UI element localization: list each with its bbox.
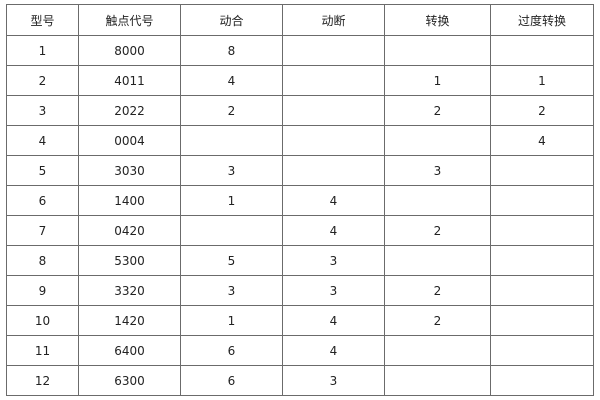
cell-changeover <box>384 335 491 366</box>
cell-break-contacts: 4 <box>282 185 385 216</box>
cell-transition-changeover <box>490 335 594 366</box>
cell-model: 1 <box>6 35 79 66</box>
cell-break-contacts <box>282 65 385 96</box>
column-header-contact-code: 触点代号 <box>78 4 181 36</box>
cell-changeover: 2 <box>384 215 491 246</box>
cell-transition-changeover <box>490 245 594 276</box>
cell-break-contacts: 4 <box>282 305 385 336</box>
header-row: 型号 触点代号 动合 动断 转换 过度转换 <box>6 4 594 36</box>
cell-changeover <box>384 185 491 216</box>
cell-contact-code: 3030 <box>78 155 181 186</box>
cell-transition-changeover: 4 <box>490 125 594 156</box>
cell-changeover <box>384 245 491 276</box>
column-header-changeover: 转换 <box>384 4 491 36</box>
table-row: 2 4011 4 1 1 <box>6 65 594 96</box>
cell-transition-changeover: 1 <box>490 65 594 96</box>
cell-break-contacts: 3 <box>282 365 385 396</box>
cell-make-contacts: 1 <box>180 185 283 216</box>
table-body: 1 8000 8 2 4011 4 1 1 3 2022 2 2 2 4 0004 4 5 3030 3 3 6 1400… <box>6 35 594 396</box>
cell-transition-changeover <box>490 305 594 336</box>
column-header-transition-changeover: 过度转换 <box>490 4 594 36</box>
table-row: 1 8000 8 <box>6 35 594 66</box>
cell-changeover <box>384 365 491 396</box>
cell-make-contacts: 2 <box>180 95 283 126</box>
cell-make-contacts: 5 <box>180 245 283 276</box>
cell-contact-code: 4011 <box>78 65 181 96</box>
cell-transition-changeover <box>490 275 594 306</box>
table-row: 9 3320 3 3 2 <box>6 275 594 306</box>
cell-model: 3 <box>6 95 79 126</box>
cell-model: 10 <box>6 305 79 336</box>
cell-changeover: 2 <box>384 275 491 306</box>
cell-make-contacts: 8 <box>180 35 283 66</box>
column-header-make-contacts: 动合 <box>180 4 283 36</box>
cell-contact-code: 6300 <box>78 365 181 396</box>
cell-model: 6 <box>6 185 79 216</box>
column-header-break-contacts: 动断 <box>282 4 385 36</box>
cell-transition-changeover <box>490 215 594 246</box>
cell-break-contacts: 3 <box>282 275 385 306</box>
table-row: 3 2022 2 2 2 <box>6 95 594 126</box>
cell-model: 7 <box>6 215 79 246</box>
cell-break-contacts: 4 <box>282 215 385 246</box>
cell-make-contacts: 3 <box>180 155 283 186</box>
cell-model: 9 <box>6 275 79 306</box>
cell-make-contacts: 3 <box>180 275 283 306</box>
cell-model: 4 <box>6 125 79 156</box>
cell-transition-changeover <box>490 155 594 186</box>
contact-code-table: 型号 触点代号 动合 动断 转换 过度转换 1 8000 8 2 4011 4 1 1 3 2022 2 2 2 4… <box>6 4 594 396</box>
cell-make-contacts: 6 <box>180 365 283 396</box>
cell-break-contacts <box>282 155 385 186</box>
cell-make-contacts: 6 <box>180 335 283 366</box>
cell-changeover <box>384 125 491 156</box>
cell-break-contacts: 3 <box>282 245 385 276</box>
table-row: 6 1400 1 4 <box>6 185 594 216</box>
table-row: 7 0420 4 2 <box>6 215 594 246</box>
cell-model: 8 <box>6 245 79 276</box>
column-header-model: 型号 <box>6 4 79 36</box>
cell-changeover <box>384 35 491 66</box>
cell-changeover: 1 <box>384 65 491 96</box>
cell-break-contacts <box>282 35 385 66</box>
cell-make-contacts <box>180 125 283 156</box>
table-row: 8 5300 5 3 <box>6 245 594 276</box>
table-row: 5 3030 3 3 <box>6 155 594 186</box>
cell-transition-changeover <box>490 185 594 216</box>
cell-make-contacts <box>180 215 283 246</box>
cell-contact-code: 2022 <box>78 95 181 126</box>
cell-changeover: 2 <box>384 95 491 126</box>
cell-break-contacts <box>282 95 385 126</box>
cell-break-contacts: 4 <box>282 335 385 366</box>
cell-contact-code: 0004 <box>78 125 181 156</box>
cell-model: 11 <box>6 335 79 366</box>
cell-model: 12 <box>6 365 79 396</box>
cell-contact-code: 1400 <box>78 185 181 216</box>
cell-transition-changeover: 2 <box>490 95 594 126</box>
cell-contact-code: 8000 <box>78 35 181 66</box>
cell-transition-changeover <box>490 35 594 66</box>
cell-make-contacts: 1 <box>180 305 283 336</box>
cell-contact-code: 3320 <box>78 275 181 306</box>
cell-break-contacts <box>282 125 385 156</box>
table-row: 4 0004 4 <box>6 125 594 156</box>
cell-transition-changeover <box>490 365 594 396</box>
cell-model: 2 <box>6 65 79 96</box>
table-row: 10 1420 1 4 2 <box>6 305 594 336</box>
cell-model: 5 <box>6 155 79 186</box>
cell-contact-code: 1420 <box>78 305 181 336</box>
cell-contact-code: 5300 <box>78 245 181 276</box>
cell-contact-code: 6400 <box>78 335 181 366</box>
cell-changeover: 3 <box>384 155 491 186</box>
table-row: 12 6300 6 3 <box>6 365 594 396</box>
table-row: 11 6400 6 4 <box>6 335 594 366</box>
cell-make-contacts: 4 <box>180 65 283 96</box>
cell-contact-code: 0420 <box>78 215 181 246</box>
cell-changeover: 2 <box>384 305 491 336</box>
